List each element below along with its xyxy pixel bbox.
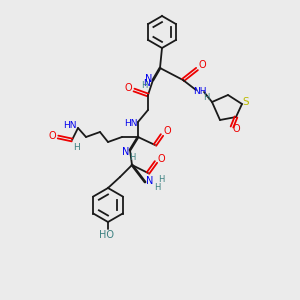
Text: HN: HN (63, 122, 77, 130)
Text: HN: HN (124, 118, 138, 127)
Text: H: H (154, 182, 160, 191)
Text: S: S (243, 97, 249, 107)
Text: H: H (203, 94, 209, 103)
Text: N: N (122, 147, 130, 157)
Text: H: H (74, 142, 80, 152)
Text: O: O (163, 126, 171, 136)
Text: O: O (124, 83, 132, 93)
Text: H: H (141, 80, 147, 89)
Text: H: H (158, 176, 164, 184)
Text: O: O (157, 154, 165, 164)
Text: O: O (232, 124, 240, 134)
Text: O: O (198, 60, 206, 70)
Text: O: O (48, 131, 56, 141)
Text: N: N (146, 176, 154, 186)
Text: N: N (145, 74, 153, 84)
Text: H: H (129, 154, 135, 163)
Text: NH: NH (193, 88, 207, 97)
Text: N: N (142, 79, 149, 88)
Text: HO: HO (100, 230, 115, 240)
